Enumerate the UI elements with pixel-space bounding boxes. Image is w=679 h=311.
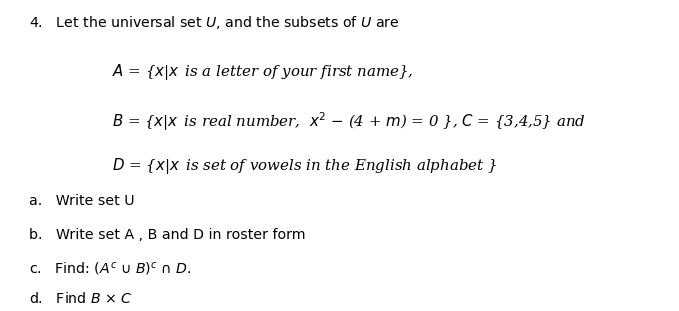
Text: d.   Find $B$ × $C$: d. Find $B$ × $C$ xyxy=(29,291,132,306)
Text: $A$ = {$x$|$x\,$ is a letter of your first name},: $A$ = {$x$|$x\,$ is a letter of your fir… xyxy=(112,62,414,82)
Text: a.   Write set U: a. Write set U xyxy=(29,194,134,208)
Text: b.   Write set A , B and D in roster form: b. Write set A , B and D in roster form xyxy=(29,228,305,242)
Text: 4.   Let the universal set $\it{U}$, and the subsets of $\it{U}$ are: 4. Let the universal set $\it{U}$, and t… xyxy=(29,14,399,31)
Text: $D$ = {$x$|$x\,$ is set of vowels in the English alphabet }: $D$ = {$x$|$x\,$ is set of vowels in the… xyxy=(112,156,497,175)
Text: c.   Find: ($A^c$ ∪ $B$)$^c$ ∩ $D$.: c. Find: ($A^c$ ∪ $B$)$^c$ ∩ $D$. xyxy=(29,260,191,277)
Text: $B$ = {$x$|$x\,$ is real number,  $x^{2}$ − (4 + $m$) = 0 }, $C$ = {3,4,5} and: $B$ = {$x$|$x\,$ is real number, $x^{2}$… xyxy=(112,110,586,133)
